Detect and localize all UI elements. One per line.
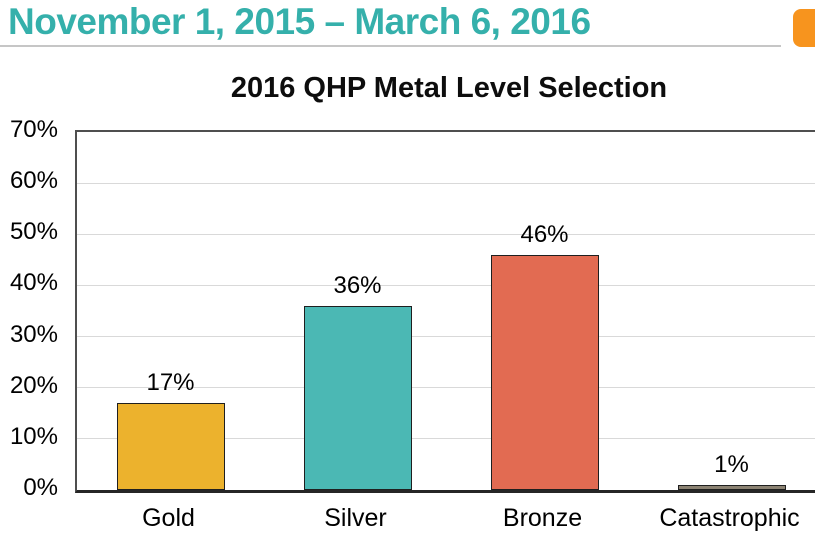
gridline (77, 233, 815, 235)
x-axis-category-label: Catastrophic (659, 504, 800, 532)
bar-gold (116, 403, 225, 490)
gridline (77, 438, 815, 440)
chart-title: 2016 QHP Metal Level Selection (230, 72, 668, 104)
bar-value-label: 17% (146, 369, 195, 397)
gridline (77, 336, 815, 338)
x-axis-category-label: Gold (142, 504, 195, 532)
y-axis-tick-label: 70% (9, 116, 58, 143)
x-axis-category-label: Silver (324, 504, 387, 532)
date-range-title: November 1, 2015 – March 6, 2016 (8, 1, 591, 42)
gridline (77, 387, 815, 389)
page-header: November 1, 2015 – March 6, 2016 (8, 0, 778, 44)
bar-catastrophic (677, 484, 786, 490)
y-axis-tick-label: 30% (9, 320, 58, 348)
gridline (77, 182, 815, 184)
y-axis-tick-label: 20% (9, 371, 58, 399)
bar-bronze (490, 254, 599, 490)
y-axis-tick-label: 60% (9, 167, 58, 195)
y-axis-tick-label: 40% (9, 269, 58, 297)
x-axis-category-label: Bronze (502, 504, 583, 532)
bar-value-label: 36% (333, 271, 382, 299)
y-axis-tick-label: 10% (9, 422, 58, 450)
bar-silver (303, 305, 412, 490)
gridline (77, 284, 815, 286)
bar-value-label: 1% (714, 450, 749, 478)
y-axis-tick-label: 0% (23, 474, 58, 501)
y-axis-tick-label: 50% (9, 218, 58, 246)
bar-value-label: 46% (520, 220, 569, 248)
side-tab[interactable] (793, 9, 815, 47)
header-divider (0, 45, 781, 47)
plot-area: 17% 36% 46% 1% (75, 130, 815, 493)
